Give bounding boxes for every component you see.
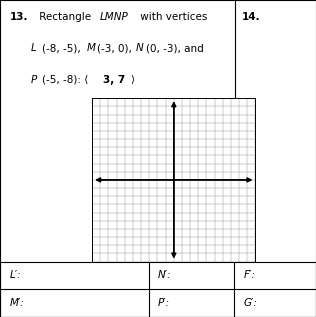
Text: 13.: 13. (9, 12, 28, 22)
Text: N′:: N′: (158, 270, 172, 281)
Text: Rectangle: Rectangle (36, 12, 95, 22)
Text: F′:: F′: (243, 270, 255, 281)
Text: (0, -3), and: (0, -3), and (146, 43, 204, 53)
Text: G′:: G′: (243, 298, 257, 308)
Text: LMNP: LMNP (100, 12, 129, 22)
Text: (-5, -8): ⟨: (-5, -8): ⟨ (42, 75, 88, 85)
Text: with vertices: with vertices (137, 12, 207, 22)
Text: N: N (136, 43, 144, 53)
Text: ⟩: ⟩ (130, 75, 134, 85)
Text: L: L (31, 43, 36, 53)
Text: (-8, -5),: (-8, -5), (42, 43, 84, 53)
Text: (-3, 0),: (-3, 0), (96, 43, 135, 53)
Text: M′:: M′: (9, 298, 24, 308)
Text: P: P (31, 75, 37, 85)
Text: P′:: P′: (158, 298, 170, 308)
Text: M: M (87, 43, 96, 53)
Text: L′:: L′: (9, 270, 21, 281)
Text: 3, 7: 3, 7 (103, 75, 125, 85)
Text: 14.: 14. (242, 12, 260, 22)
